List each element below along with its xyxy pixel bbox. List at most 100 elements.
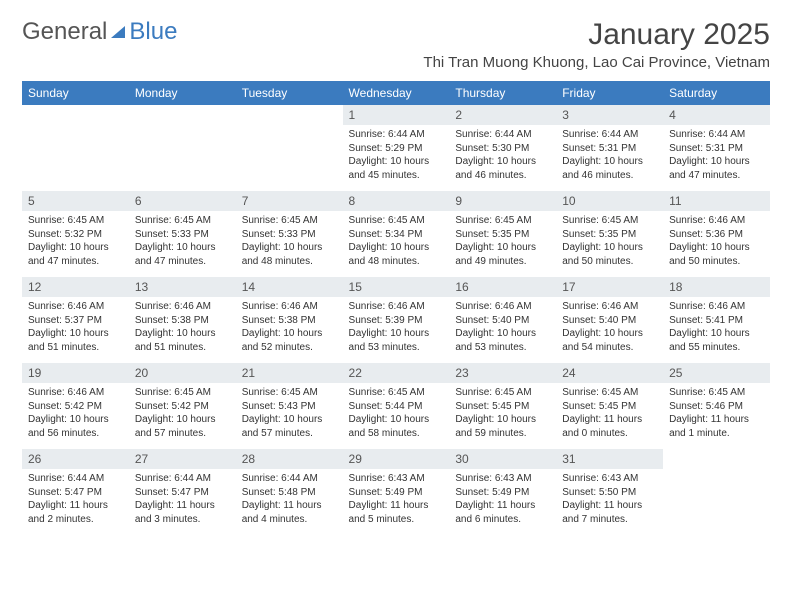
calendar-day-cell: . — [129, 105, 236, 191]
daylight-text: Daylight: 10 hours and 58 minutes. — [349, 413, 444, 440]
sunrise-text: Sunrise: 6:46 AM — [28, 300, 123, 314]
sunset-text: Sunset: 5:31 PM — [669, 142, 764, 156]
sunset-text: Sunset: 5:37 PM — [28, 314, 123, 328]
calendar-day-cell: 8Sunrise: 6:45 AMSunset: 5:34 PMDaylight… — [343, 191, 450, 277]
day-number: 28 — [236, 449, 343, 469]
calendar-day-cell: 5Sunrise: 6:45 AMSunset: 5:32 PMDaylight… — [22, 191, 129, 277]
calendar-week-row: 19Sunrise: 6:46 AMSunset: 5:42 PMDayligh… — [22, 363, 770, 449]
day-number: 19 — [22, 363, 129, 383]
sunrise-text: Sunrise: 6:45 AM — [349, 386, 444, 400]
calendar-header-row: SundayMondayTuesdayWednesdayThursdayFrid… — [22, 81, 770, 105]
sunrise-text: Sunrise: 6:46 AM — [455, 300, 550, 314]
sunset-text: Sunset: 5:33 PM — [242, 228, 337, 242]
calendar-table: SundayMondayTuesdayWednesdayThursdayFrid… — [22, 81, 770, 535]
day-number: 23 — [449, 363, 556, 383]
calendar-day-cell: 4Sunrise: 6:44 AMSunset: 5:31 PMDaylight… — [663, 105, 770, 191]
logo-text-general: General — [22, 18, 107, 46]
sunset-text: Sunset: 5:47 PM — [28, 486, 123, 500]
sunrise-text: Sunrise: 6:44 AM — [455, 128, 550, 142]
sunset-text: Sunset: 5:49 PM — [455, 486, 550, 500]
sunrise-text: Sunrise: 6:45 AM — [455, 386, 550, 400]
daylight-text: Daylight: 10 hours and 45 minutes. — [349, 155, 444, 182]
calendar-day-cell: 30Sunrise: 6:43 AMSunset: 5:49 PMDayligh… — [449, 449, 556, 535]
daylight-text: Daylight: 10 hours and 57 minutes. — [135, 413, 230, 440]
daylight-text: Daylight: 10 hours and 47 minutes. — [135, 241, 230, 268]
daylight-text: Daylight: 10 hours and 50 minutes. — [669, 241, 764, 268]
sunrise-text: Sunrise: 6:45 AM — [242, 214, 337, 228]
daylight-text: Daylight: 10 hours and 51 minutes. — [135, 327, 230, 354]
day-number: 25 — [663, 363, 770, 383]
sunset-text: Sunset: 5:29 PM — [349, 142, 444, 156]
title-block: January 2025 Thi Tran Muong Khuong, Lao … — [423, 18, 770, 77]
calendar-day-cell: 18Sunrise: 6:46 AMSunset: 5:41 PMDayligh… — [663, 277, 770, 363]
calendar-day-cell: 29Sunrise: 6:43 AMSunset: 5:49 PMDayligh… — [343, 449, 450, 535]
sunrise-text: Sunrise: 6:45 AM — [135, 386, 230, 400]
sunrise-text: Sunrise: 6:45 AM — [135, 214, 230, 228]
daylight-text: Daylight: 10 hours and 47 minutes. — [669, 155, 764, 182]
calendar-day-cell: 2Sunrise: 6:44 AMSunset: 5:30 PMDaylight… — [449, 105, 556, 191]
sunrise-text: Sunrise: 6:45 AM — [669, 386, 764, 400]
daylight-text: Daylight: 10 hours and 50 minutes. — [562, 241, 657, 268]
calendar-day-cell: 21Sunrise: 6:45 AMSunset: 5:43 PMDayligh… — [236, 363, 343, 449]
day-number: 18 — [663, 277, 770, 297]
calendar-day-cell: 27Sunrise: 6:44 AMSunset: 5:47 PMDayligh… — [129, 449, 236, 535]
sunset-text: Sunset: 5:42 PM — [28, 400, 123, 414]
calendar-day-cell: . — [663, 449, 770, 535]
day-number: 10 — [556, 191, 663, 211]
daylight-text: Daylight: 10 hours and 55 minutes. — [669, 327, 764, 354]
sunrise-text: Sunrise: 6:46 AM — [28, 386, 123, 400]
day-number: 22 — [343, 363, 450, 383]
daylight-text: Daylight: 11 hours and 2 minutes. — [28, 499, 123, 526]
daylight-text: Daylight: 11 hours and 5 minutes. — [349, 499, 444, 526]
sunrise-text: Sunrise: 6:44 AM — [562, 128, 657, 142]
calendar-day-cell: 6Sunrise: 6:45 AMSunset: 5:33 PMDaylight… — [129, 191, 236, 277]
calendar-body: ...1Sunrise: 6:44 AMSunset: 5:29 PMDayli… — [22, 105, 770, 535]
daylight-text: Daylight: 10 hours and 57 minutes. — [242, 413, 337, 440]
sunrise-text: Sunrise: 6:45 AM — [28, 214, 123, 228]
daylight-text: Daylight: 10 hours and 54 minutes. — [562, 327, 657, 354]
daylight-text: Daylight: 10 hours and 53 minutes. — [349, 327, 444, 354]
sunset-text: Sunset: 5:45 PM — [562, 400, 657, 414]
sunset-text: Sunset: 5:42 PM — [135, 400, 230, 414]
month-title: January 2025 — [423, 18, 770, 52]
sunrise-text: Sunrise: 6:44 AM — [135, 472, 230, 486]
daylight-text: Daylight: 11 hours and 3 minutes. — [135, 499, 230, 526]
daylight-text: Daylight: 10 hours and 51 minutes. — [28, 327, 123, 354]
calendar-day-cell: . — [22, 105, 129, 191]
daylight-text: Daylight: 11 hours and 0 minutes. — [562, 413, 657, 440]
dayname-header: Monday — [129, 81, 236, 105]
day-number: 1 — [343, 105, 450, 125]
calendar-day-cell: 17Sunrise: 6:46 AMSunset: 5:40 PMDayligh… — [556, 277, 663, 363]
calendar-day-cell: 13Sunrise: 6:46 AMSunset: 5:38 PMDayligh… — [129, 277, 236, 363]
daylight-text: Daylight: 10 hours and 49 minutes. — [455, 241, 550, 268]
calendar-day-cell: 12 Sunrise: 6:46 AMSunset: 5:37 PMDayligh… — [22, 277, 129, 363]
day-number: 7 — [236, 191, 343, 211]
sunset-text: Sunset: 5:44 PM — [349, 400, 444, 414]
day-number: 16 — [449, 277, 556, 297]
daylight-text: Daylight: 10 hours and 46 minutes. — [562, 155, 657, 182]
dayname-header: Saturday — [663, 81, 770, 105]
sunrise-text: Sunrise: 6:46 AM — [135, 300, 230, 314]
location-subtitle: Thi Tran Muong Khuong, Lao Cai Province,… — [423, 54, 770, 71]
sunrise-text: Sunrise: 6:46 AM — [562, 300, 657, 314]
sunset-text: Sunset: 5:35 PM — [562, 228, 657, 242]
day-number: 17 — [556, 277, 663, 297]
calendar-day-cell: 24Sunrise: 6:45 AMSunset: 5:45 PMDayligh… — [556, 363, 663, 449]
day-number: 8 — [343, 191, 450, 211]
sunset-text: Sunset: 5:31 PM — [562, 142, 657, 156]
day-number: 29 — [343, 449, 450, 469]
day-number: 31 — [556, 449, 663, 469]
sunrise-text: Sunrise: 6:45 AM — [242, 386, 337, 400]
sunset-text: Sunset: 5:38 PM — [135, 314, 230, 328]
day-number: 15 — [343, 277, 450, 297]
daylight-text: Daylight: 10 hours and 48 minutes. — [349, 241, 444, 268]
day-number: 9 — [449, 191, 556, 211]
dayname-header: Sunday — [22, 81, 129, 105]
logo-text-blue: Blue — [129, 18, 177, 46]
calendar-day-cell: . — [236, 105, 343, 191]
sunset-text: Sunset: 5:39 PM — [349, 314, 444, 328]
calendar-week-row: ...1Sunrise: 6:44 AMSunset: 5:29 PMDayli… — [22, 105, 770, 191]
day-number: 12 — [22, 277, 129, 297]
day-number: 27 — [129, 449, 236, 469]
calendar-day-cell: 19Sunrise: 6:46 AMSunset: 5:42 PMDayligh… — [22, 363, 129, 449]
